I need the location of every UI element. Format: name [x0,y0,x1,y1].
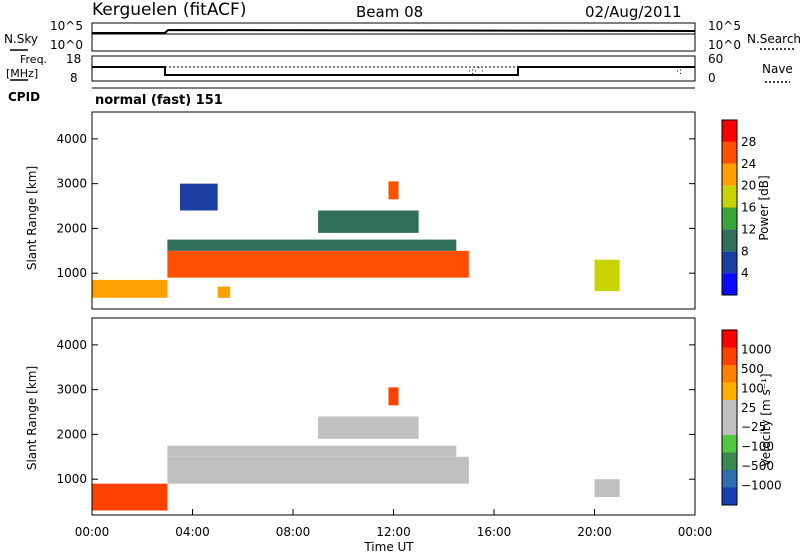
velocity-colorbar-label: Velocity [m s⁻¹] [759,373,773,466]
velocity-cbar-cell-3 [722,435,737,453]
xtick-label-5: 20:00 [577,525,612,539]
power-cbar-cell-5 [722,163,737,186]
xtick-label-1: 04:00 [175,525,210,539]
velocity-ytick-label-0: 1000 [56,472,87,486]
velocity-ytick-label-2: 3000 [56,383,87,397]
power-cbar-cell-6 [722,141,737,164]
power-ytick-label-3: 4000 [56,132,87,146]
power-cbar-tick-0: 4 [741,266,749,280]
power-cbar-tick-1: 8 [741,244,749,258]
velocity-ytick-label-1: 2000 [56,427,87,441]
freq-left-tick-bottom: 8 [70,71,78,85]
power-cbar-cell-0 [722,273,737,295]
velocity-panel: Slant Range [km] 1000 2000 3000 4000 00:00 0… [25,317,782,554]
freq-panel-frame [91,55,696,82]
power-cbar-cell-1 [722,251,737,274]
xtick-label-4: 16:00 [477,525,512,539]
power-cbar-cell-3 [722,207,737,230]
xtick-label-0: 00:00 [75,525,110,539]
power-cbar-tick-5: 24 [741,157,756,171]
velocity-cbar-tick-3: 25 [741,401,756,415]
power-ytick-label-1: 2000 [56,221,87,235]
velocity-xlabel: Time UT [363,540,414,554]
cpid-label: CPID [8,90,40,104]
power-cbar-tick-3: 16 [741,201,756,215]
power-cbar-tick-2: 12 [741,222,756,236]
freq-left-tick-top: 18 [66,52,81,66]
power-cbar-tick-6: 28 [741,135,756,149]
velocity-cbar-tick-2: 100 [741,381,764,395]
sky-left-tick-bottom: 10^0 [50,38,83,52]
sky-right-label: N.Search [747,32,800,46]
velocity-cbar-tick-1: 500 [741,362,764,376]
power-region-5 [318,210,419,233]
power-colorbar-label: Power [dB] [757,175,771,240]
velocity-cbar-frame [721,329,738,506]
power-ytick-label-2: 3000 [56,177,87,191]
xtick-label-2: 08:00 [276,525,311,539]
freq-right-tick-bottom: 0 [708,71,716,85]
velocity-region-1 [167,456,469,484]
power-region-0 [92,279,168,298]
beam-title: Beam 08 [356,3,423,21]
sky-right-tick-top: 10^5 [708,19,741,33]
sky-left-label: N.Sky [4,32,38,46]
velocity-cbar-cell-8 [722,347,737,365]
power-cbar-cell-2 [722,229,737,252]
power-region-3 [179,183,218,211]
velocity-cbar-cell-9 [722,330,737,348]
station-title: Kerguelen (fitACF) [92,0,246,20]
power-ytick-label-0: 1000 [56,266,87,280]
velocity-cbar-cell-6 [722,382,737,400]
freq-right-label: Nave [762,62,793,76]
velocity-region-2 [167,445,457,457]
nave-scatter-1: ·:·˙· [468,67,484,77]
power-region-4 [388,181,399,200]
velocity-cbar-cell-7 [722,365,737,383]
power-region-7 [217,286,231,298]
cpid-value: normal (fast) 151 [95,93,223,108]
power-region-6 [594,259,620,292]
power-cbar-frame [721,119,738,296]
sky-noise-line [92,28,696,34]
power-ylabel: Slant Range [km] [25,166,39,270]
velocity-cbar-cell-1 [722,470,737,488]
velocity-region-3 [318,416,419,439]
velocity-cbar-cell-0 [722,487,737,505]
power-cbar-cell-7 [722,120,737,142]
nave-scatter-2: ·: [676,67,682,77]
velocity-cbar-cell-4 [722,417,737,435]
velocity-cbar-cell-2 [722,452,737,470]
xtick-label-3: 12:00 [376,525,411,539]
velocity-region-0 [92,483,168,511]
xtick-label-6: 00:00 [678,525,713,539]
power-panel: Slant Range [km] 1000 2000 3000 4000 4 8 12 16… [25,111,771,310]
velocity-ylabel: Slant Range [km] [25,366,39,470]
power-region-1 [167,250,469,278]
freq-left-label-2: [MHz] [6,67,38,80]
velocity-region-4 [388,387,399,406]
velocity-cbar-tick-5: −100 [741,440,774,454]
freq-left-label-1: Freq. [20,53,47,66]
freq-line [92,66,695,76]
freq-right-tick-top: 60 [708,52,723,66]
sky-right-tick-bottom: 10^0 [708,38,741,52]
velocity-cbar-tick-6: −500 [741,459,774,473]
date-title: 02/Aug/2011 [585,3,682,21]
velocity-cbar-tick-4: −25 [741,420,766,434]
velocity-cbar-cell-5 [722,400,737,418]
sky-left-tick-top: 10^5 [50,19,83,33]
velocity-region-5 [594,479,620,498]
velocity-cbar-tick-0: 1000 [741,342,772,356]
power-panel-border [91,111,696,310]
power-cbar-cell-4 [722,185,737,208]
velocity-cbar-tick-7: −1000 [741,479,782,493]
sky-panel-frame [91,22,696,52]
velocity-ytick-label-3: 4000 [56,338,87,352]
power-cbar-tick-4: 20 [741,179,756,193]
power-region-2 [167,239,457,251]
